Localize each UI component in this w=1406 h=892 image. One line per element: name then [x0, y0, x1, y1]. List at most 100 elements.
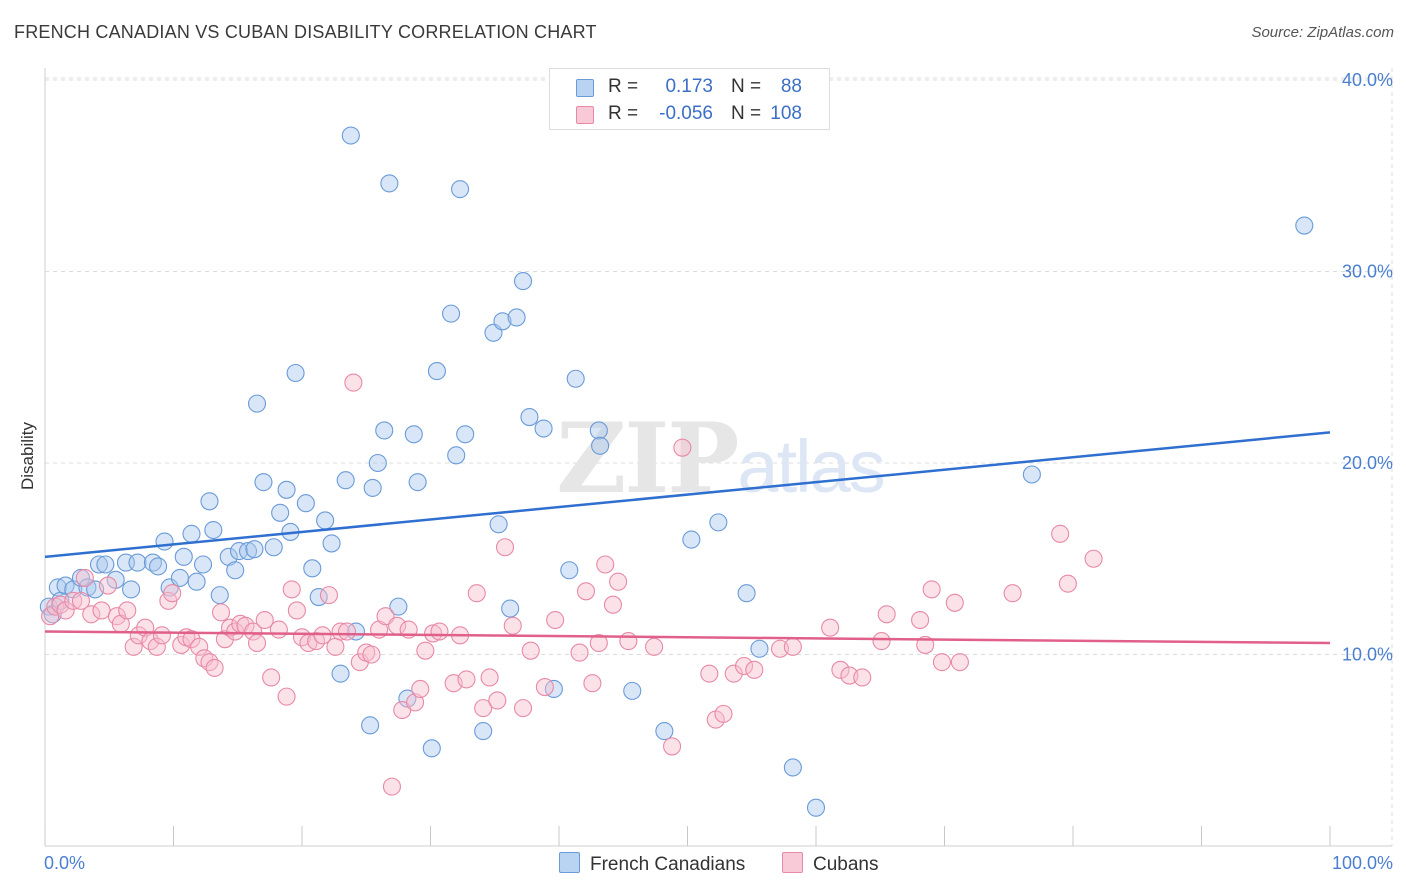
data-point — [645, 637, 664, 656]
data-point — [82, 605, 101, 624]
data-point — [534, 419, 553, 438]
data-point — [655, 722, 674, 741]
data-point — [331, 622, 350, 641]
data-point — [404, 425, 423, 444]
data-point — [576, 582, 596, 601]
data-point — [210, 586, 229, 605]
data-point — [877, 605, 896, 624]
data-point — [932, 653, 951, 672]
data-point — [89, 555, 109, 574]
data-point — [368, 453, 387, 473]
data-point — [211, 603, 231, 622]
data-point — [182, 630, 201, 649]
data-point — [700, 664, 719, 683]
legend-row-cubans: R = -0.056 N = 108 — [550, 102, 829, 128]
data-point — [296, 494, 315, 513]
gridlines — [45, 68, 1393, 846]
data-point — [319, 586, 339, 605]
data-point — [1084, 549, 1103, 568]
data-point — [583, 674, 602, 693]
data-point — [380, 174, 399, 193]
data-point — [282, 580, 301, 599]
data-point — [488, 691, 507, 710]
data-point — [945, 593, 964, 612]
data-point — [341, 126, 360, 145]
data-point — [336, 471, 355, 490]
bottom-legend-swatch-pink — [782, 852, 803, 873]
data-point — [603, 595, 623, 614]
data-point — [238, 542, 258, 561]
legend-n-value: 88 — [780, 76, 802, 97]
data-point — [361, 716, 380, 735]
data-point — [382, 777, 402, 796]
data-point — [1051, 524, 1070, 543]
data-point — [911, 610, 930, 630]
data-point — [922, 580, 941, 599]
legend-n-label: N = — [731, 103, 762, 124]
data-point — [406, 693, 425, 712]
data-point — [489, 515, 508, 534]
data-point — [783, 637, 802, 656]
data-point — [322, 534, 341, 553]
data-point — [783, 758, 802, 777]
data-point — [264, 538, 283, 557]
data-point — [682, 530, 701, 549]
bottom-legend-cubans: Cubans — [782, 852, 879, 876]
y-tick-label: 10.0% — [1342, 645, 1393, 665]
watermark: ZIPatlas — [556, 402, 883, 515]
data-point — [255, 610, 274, 630]
data-point — [456, 425, 475, 444]
tick-labels: 10.0% 20.0% 30.0% 40.0% 0.0% 100.0% — [44, 70, 1393, 873]
data-point — [495, 538, 515, 557]
data-point — [806, 798, 826, 817]
axes — [44, 68, 1392, 847]
data-point — [474, 722, 493, 741]
data-point — [619, 632, 638, 651]
data-point — [244, 622, 263, 641]
data-point — [71, 568, 91, 587]
data-point — [269, 620, 288, 639]
data-point — [737, 584, 756, 603]
data-point — [331, 664, 350, 683]
data-point — [411, 679, 430, 699]
data-point — [745, 660, 764, 679]
data-point — [155, 532, 174, 551]
data-point — [98, 576, 118, 595]
data-point — [118, 601, 137, 620]
data-point — [570, 643, 589, 662]
legend-row-french-canadians: R = 0.173 N = 88 — [550, 75, 829, 101]
bottom-legend-label: French Canadians — [590, 854, 746, 875]
data-point — [187, 572, 206, 591]
data-point — [389, 597, 408, 616]
data-point — [194, 555, 213, 574]
data-point — [724, 664, 743, 683]
data-point — [566, 369, 585, 388]
data-point — [503, 616, 522, 635]
data-point — [1295, 216, 1314, 235]
legend-n-value: 108 — [770, 103, 802, 124]
legend-r-label: R = — [608, 103, 639, 124]
legend-swatch-blue — [576, 79, 594, 97]
stats-legend: R = 0.173 N = 88 R = -0.056 N = 108 — [549, 68, 830, 130]
data-point — [427, 362, 446, 381]
data-point — [277, 687, 296, 706]
data-point — [152, 626, 171, 645]
data-point — [163, 584, 182, 603]
x-tick-label: 0.0% — [44, 853, 85, 873]
data-point — [589, 421, 608, 440]
data-point — [75, 568, 94, 587]
data-point — [424, 624, 443, 643]
data-point — [247, 633, 267, 653]
data-point — [277, 480, 296, 499]
data-point — [521, 641, 540, 660]
data-point — [316, 511, 335, 530]
data-point — [663, 737, 682, 756]
data-point — [560, 561, 579, 580]
legend-r-value: 0.173 — [665, 76, 713, 97]
data-point — [950, 653, 969, 672]
data-point — [375, 421, 394, 440]
x-tick-label: 100.0% — [1332, 853, 1393, 873]
data-point — [204, 520, 223, 540]
data-point — [271, 503, 290, 522]
